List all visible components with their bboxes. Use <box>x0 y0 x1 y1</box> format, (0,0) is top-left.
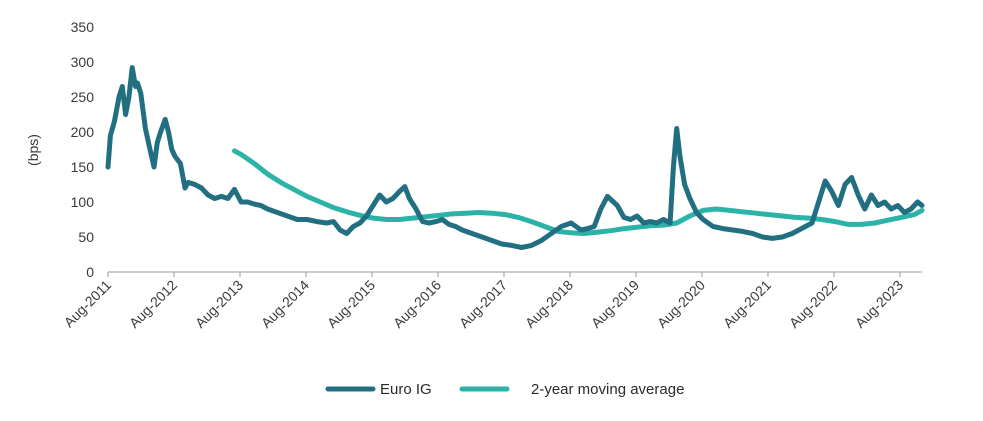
x-tick-label: Aug-2015 <box>324 277 378 331</box>
y-tick-label: 250 <box>71 89 95 105</box>
x-tick-label: Aug-2021 <box>720 277 774 331</box>
y-tick-label: 200 <box>71 124 95 140</box>
legend-label-moving-average: 2-year moving average <box>531 381 684 398</box>
y-tick-label: 100 <box>71 194 95 210</box>
series-line-moving-average <box>232 148 925 236</box>
x-tick-label: Aug-2014 <box>258 277 312 331</box>
y-tick-label: 350 <box>71 19 95 35</box>
x-tick-label: Aug-2020 <box>654 277 708 331</box>
y-axis-title: (bps) <box>25 134 41 166</box>
x-tick-label: Aug-2017 <box>456 277 510 331</box>
y-tick-label: 150 <box>71 159 95 175</box>
series-line-euro-ig <box>105 65 925 250</box>
legend-label-euro-ig: Euro IG <box>380 381 432 398</box>
y-tick-label: 0 <box>86 264 94 280</box>
x-tick-label: Aug-2016 <box>390 277 444 331</box>
y-tick-label: 300 <box>71 54 95 70</box>
legend: Euro IG 2-year moving average <box>325 381 684 398</box>
x-tick-label: Aug-2011 <box>61 277 115 331</box>
x-tick-label: Aug-2019 <box>588 277 642 331</box>
x-tick-label: Aug-2013 <box>192 277 246 331</box>
x-tick-label: Aug-2018 <box>522 277 576 331</box>
x-tick-label: Aug-2022 <box>786 277 840 331</box>
x-tick-label: Aug-2023 <box>852 277 906 331</box>
x-tick-label: Aug-2012 <box>126 277 180 331</box>
y-tick-label: 50 <box>78 229 94 245</box>
